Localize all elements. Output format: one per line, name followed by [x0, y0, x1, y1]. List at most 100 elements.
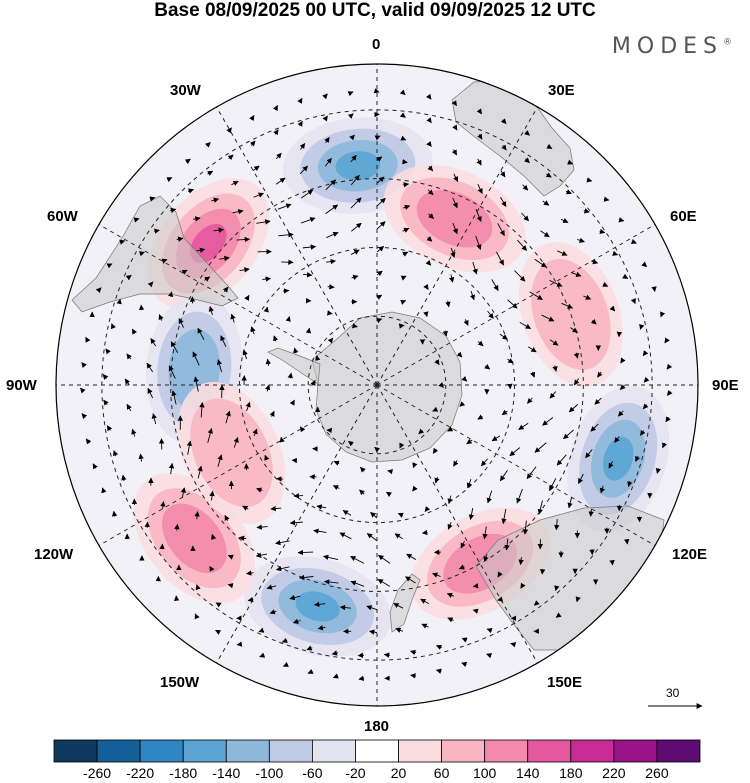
wind-vector	[518, 422, 529, 430]
colorbar-tick-label: -100	[255, 765, 284, 781]
wind-vector	[500, 197, 507, 207]
colorbar-cell	[570, 739, 615, 763]
wind-vector	[450, 247, 456, 258]
wind-vector	[570, 327, 578, 333]
wind-vector	[255, 552, 268, 558]
wind-vector	[425, 259, 432, 266]
wind-vector	[460, 540, 466, 549]
wind-vector	[85, 336, 91, 343]
colorbar-cell	[139, 739, 184, 763]
lon-label-30w: 30W	[170, 82, 201, 99]
wind-vector	[368, 629, 378, 635]
wind-vector	[522, 520, 529, 535]
wind-vector	[402, 159, 408, 165]
wind-vector	[530, 371, 536, 378]
wind-vector	[350, 556, 365, 564]
wind-vector	[560, 218, 569, 223]
wind-vector	[590, 318, 597, 325]
wind-vector	[216, 359, 223, 373]
wind-vector	[421, 623, 429, 629]
wind-vector	[252, 165, 260, 172]
wind-vector	[256, 524, 268, 530]
wind-vector	[275, 539, 290, 546]
wind-vector	[660, 311, 666, 318]
wind-vector	[434, 476, 440, 484]
wind-vector	[377, 579, 391, 587]
wind-vector	[456, 351, 463, 358]
wind-vector	[534, 442, 547, 453]
wind-vector	[495, 251, 504, 266]
wind-vector	[332, 673, 339, 679]
wind-vector	[426, 117, 432, 124]
lon-label-180: 180	[364, 718, 390, 735]
wind-vector	[287, 372, 293, 379]
wind-vector	[263, 306, 269, 313]
wind-vector	[501, 509, 507, 525]
wind-vector	[339, 532, 352, 540]
wind-vector	[167, 291, 174, 298]
wind-vector	[378, 554, 391, 564]
wind-vector	[347, 113, 354, 119]
wind-vector	[146, 362, 154, 373]
wind-vector	[313, 528, 327, 534]
wind-vector	[627, 480, 633, 488]
wind-vector	[231, 180, 239, 186]
wind-vector	[350, 174, 360, 186]
wind-vector	[599, 228, 606, 235]
wind-vector	[664, 337, 670, 344]
wind-vector	[630, 298, 636, 305]
antarctic-peninsula	[267, 347, 321, 385]
wind-vector	[233, 436, 239, 448]
wind-vector	[170, 341, 179, 354]
wind-vector	[554, 585, 560, 592]
wind-vector	[612, 250, 619, 256]
wind-vector	[207, 427, 213, 443]
wind-vector	[322, 115, 328, 122]
wind-vector	[526, 466, 537, 480]
wind-vector	[317, 625, 326, 631]
wind-vector	[438, 382, 444, 388]
wind-vector	[230, 313, 236, 323]
wind-vector	[247, 596, 254, 603]
wind-vector	[126, 353, 132, 360]
wind-vector	[275, 177, 286, 185]
wind-vectors	[80, 88, 673, 681]
wind-vector	[445, 300, 451, 308]
meridian	[376, 384, 656, 546]
wind-vector	[477, 340, 484, 347]
wind-vector	[239, 267, 250, 273]
wind-vector	[339, 604, 351, 611]
wind-vector	[640, 429, 646, 436]
wind-vector	[184, 158, 191, 165]
wind-vector	[275, 566, 290, 572]
wind-vector	[472, 608, 479, 614]
wind-vector	[395, 627, 404, 633]
wind-vector	[293, 493, 304, 499]
lon-label-90e: 90E	[712, 377, 739, 394]
anomaly-positive-9	[177, 381, 286, 524]
wind-vector	[540, 230, 550, 238]
wind-vector	[617, 410, 624, 417]
wind-vector	[497, 596, 504, 602]
wind-vector	[399, 442, 405, 449]
colorbar-cell	[96, 739, 141, 763]
wind-vector	[406, 553, 417, 560]
brand-name: MODES	[611, 34, 723, 59]
colorbar-tick-labels: -260 -220 -180 -140 -100 -60 -20 20 60 100 140 180 2…	[0, 765, 750, 783]
wind-vector	[524, 130, 531, 136]
wind-vector	[149, 196, 156, 202]
wind-vector	[591, 259, 599, 265]
wind-vector	[242, 505, 249, 511]
wind-vector	[180, 487, 187, 498]
wind-vector	[376, 176, 385, 184]
wind-vector	[289, 520, 303, 526]
wind-vector	[410, 673, 416, 679]
wind-vector	[327, 284, 335, 290]
wind-vector	[608, 461, 614, 469]
wind-vector	[447, 521, 453, 530]
wind-vector	[297, 120, 303, 127]
meridian	[376, 384, 538, 664]
wind-vector	[423, 283, 429, 290]
colorbar-cell	[484, 739, 529, 763]
wind-vector	[426, 93, 432, 100]
